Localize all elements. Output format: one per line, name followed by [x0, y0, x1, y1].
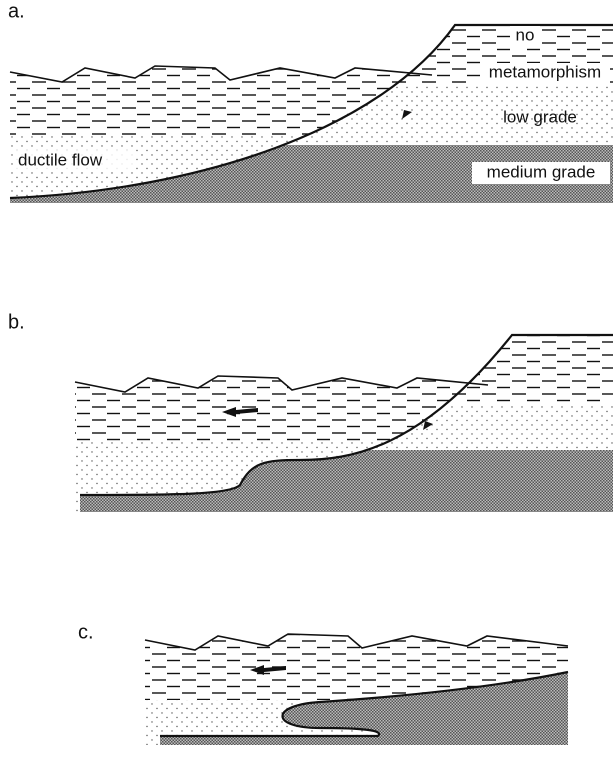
- arrow: [423, 421, 433, 430]
- annotation: no: [516, 25, 535, 44]
- arrow: [250, 665, 286, 675]
- arrow: [222, 407, 258, 417]
- panel-c: c.: [78, 621, 569, 745]
- annotation: low grade: [503, 107, 577, 126]
- annotation: metamorphism: [489, 62, 601, 81]
- section: [145, 634, 568, 745]
- panel-a: a. no metamorphism low grade ductile flo…: [8, 0, 613, 203]
- annotation: medium grade: [487, 162, 596, 181]
- surface: [74, 375, 489, 393]
- fault: [79, 333, 613, 497]
- surface: [9, 65, 433, 83]
- fault: [9, 23, 613, 200]
- panel-label: a.: [8, 0, 25, 22]
- annotation: ductile flow: [18, 150, 103, 169]
- panel-label: b.: [8, 311, 25, 333]
- surface: [144, 633, 569, 651]
- arrow: [402, 110, 412, 119]
- fault: [160, 670, 569, 738]
- panel-label: c.: [78, 621, 94, 643]
- panel-b: b.: [8, 311, 613, 512]
